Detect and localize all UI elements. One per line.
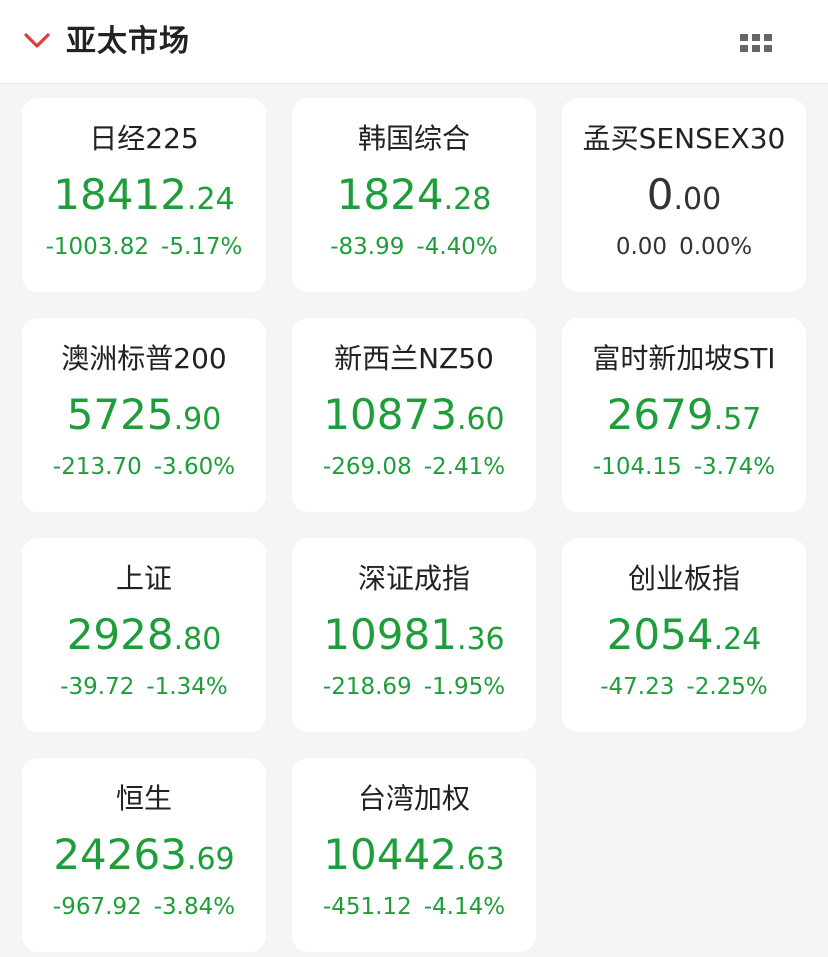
price-integer: 2679 [606, 390, 714, 439]
price-decimal: .69 [186, 842, 235, 877]
chevron-down-icon[interactable] [22, 30, 52, 52]
price-decimal: .57 [713, 402, 762, 437]
index-name: 孟买SENSEX30 [582, 122, 786, 155]
index-price: 10981.36 [292, 610, 536, 669]
index-card[interactable]: 台湾加权 10442.63 -451.12 -4.14% [292, 758, 536, 952]
index-card[interactable]: 澳洲标普200 5725.90 -213.70 -3.60% [22, 318, 266, 512]
index-name: 创业板指 [627, 562, 740, 595]
change-percent: -3.74% [693, 454, 776, 480]
price-decimal: .63 [456, 842, 505, 877]
index-change: -1003.82 -5.17% [22, 232, 266, 262]
index-card[interactable]: 日经225 18412.24 -1003.82 -5.17% [22, 98, 266, 292]
index-card[interactable]: 富时新加坡STI 2679.57 -104.15 -3.74% [562, 318, 806, 512]
index-name: 富时新加坡STI [592, 342, 776, 375]
price-decimal: .00 [673, 182, 722, 217]
index-change: 0.00 0.00% [562, 232, 806, 262]
price-integer: 2054 [606, 610, 714, 659]
price-decimal: .24 [186, 182, 235, 217]
change-value: -1003.82 [45, 234, 150, 260]
change-value: 0.00 [615, 234, 668, 260]
index-price: 10442.63 [292, 830, 536, 889]
change-value: -967.92 [52, 894, 142, 920]
change-value: -104.15 [592, 454, 682, 480]
change-percent: -1.34% [146, 674, 228, 700]
price-integer: 24263 [53, 830, 187, 879]
section-title: 亚太市场 [66, 24, 190, 59]
grid-icon[interactable] [740, 34, 772, 52]
change-percent: -4.40% [416, 234, 498, 260]
price-decimal: .60 [456, 402, 505, 437]
index-card[interactable]: 上证 2928.80 -39.72 -1.34% [22, 538, 266, 732]
change-percent: -4.14% [423, 894, 506, 920]
index-change: -269.08 -2.41% [292, 452, 536, 482]
index-change: -104.15 -3.74% [562, 452, 806, 482]
index-price: 2679.57 [562, 390, 806, 449]
index-name: 日经225 [89, 122, 199, 155]
price-integer: 0 [646, 170, 674, 219]
price-integer: 10442 [323, 830, 457, 879]
index-name: 上证 [115, 562, 172, 595]
index-change: -218.69 -1.95% [292, 672, 536, 702]
index-change: -47.23 -2.25% [562, 672, 806, 702]
price-decimal: .24 [713, 622, 762, 657]
price-decimal: .28 [443, 182, 492, 217]
index-card[interactable]: 深证成指 10981.36 -218.69 -1.95% [292, 538, 536, 732]
section-header: 亚太市场 [0, 0, 828, 84]
change-value: -83.99 [330, 234, 405, 260]
index-name: 台湾加权 [357, 782, 470, 815]
index-price: 18412.24 [22, 170, 266, 229]
index-card[interactable]: 新西兰NZ50 10873.60 -269.08 -2.41% [292, 318, 536, 512]
change-value: -218.69 [322, 674, 412, 700]
index-price: 0.00 [562, 170, 806, 229]
price-decimal: .90 [173, 402, 222, 437]
index-price: 10873.60 [292, 390, 536, 449]
price-integer: 10981 [323, 610, 457, 659]
change-percent: -5.17% [161, 234, 243, 260]
price-decimal: .36 [456, 622, 505, 657]
index-card[interactable]: 创业板指 2054.24 -47.23 -2.25% [562, 538, 806, 732]
change-value: -39.72 [60, 674, 135, 700]
change-value: -451.12 [322, 894, 412, 920]
index-name: 韩国综合 [357, 122, 470, 155]
price-decimal: .80 [173, 622, 222, 657]
change-percent: 0.00% [679, 234, 753, 260]
index-name: 澳洲标普200 [61, 342, 227, 375]
index-name: 深证成指 [357, 562, 470, 595]
index-price: 2928.80 [22, 610, 266, 669]
index-card[interactable]: 恒生 24263.69 -967.92 -3.84% [22, 758, 266, 952]
change-percent: -2.41% [423, 454, 506, 480]
index-price: 2054.24 [562, 610, 806, 669]
price-integer: 2928 [66, 610, 174, 659]
index-change: -967.92 -3.84% [22, 892, 266, 922]
index-change: -451.12 -4.14% [292, 892, 536, 922]
price-integer: 5725 [66, 390, 174, 439]
price-integer: 18412 [53, 170, 187, 219]
price-integer: 10873 [323, 390, 457, 439]
index-price: 5725.90 [22, 390, 266, 449]
index-change: -83.99 -4.40% [292, 232, 536, 262]
index-name: 新西兰NZ50 [334, 342, 494, 375]
index-price: 1824.28 [292, 170, 536, 229]
index-change: -39.72 -1.34% [22, 672, 266, 702]
change-percent: -2.25% [686, 674, 768, 700]
index-name: 恒生 [115, 782, 172, 815]
change-value: -213.70 [52, 454, 142, 480]
change-percent: -3.60% [153, 454, 236, 480]
index-card[interactable]: 孟买SENSEX30 0.00 0.00 0.00% [562, 98, 806, 292]
change-percent: -1.95% [423, 674, 506, 700]
index-change: -213.70 -3.60% [22, 452, 266, 482]
change-percent: -3.84% [153, 894, 236, 920]
change-value: -269.08 [322, 454, 412, 480]
price-integer: 1824 [336, 170, 444, 219]
index-price: 24263.69 [22, 830, 266, 889]
index-card[interactable]: 韩国综合 1824.28 -83.99 -4.40% [292, 98, 536, 292]
change-value: -47.23 [600, 674, 675, 700]
